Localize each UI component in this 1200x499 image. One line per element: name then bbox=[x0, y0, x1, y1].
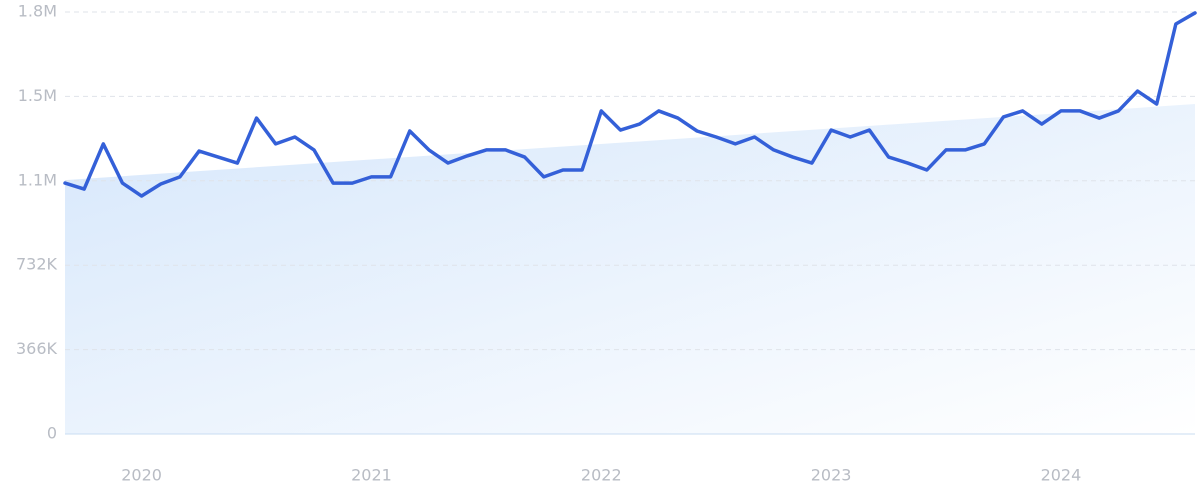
y-tick-label: 1.5M bbox=[18, 86, 57, 105]
y-tick-label: 1.8M bbox=[18, 2, 57, 21]
y-tick-label: 1.1M bbox=[18, 170, 57, 189]
trend-area bbox=[65, 104, 1195, 435]
y-tick-label: 732K bbox=[16, 255, 58, 274]
x-tick-label: 2023 bbox=[811, 466, 852, 485]
x-tick-label: 2020 bbox=[121, 466, 162, 485]
x-tick-label: 2021 bbox=[351, 466, 392, 485]
x-tick-label: 2024 bbox=[1041, 466, 1082, 485]
line bbox=[63, 11, 1197, 198]
y-tick-label: 0 bbox=[47, 424, 57, 443]
x-tick-label: 2022 bbox=[581, 466, 622, 485]
y-tick-label: 366K bbox=[16, 339, 58, 358]
